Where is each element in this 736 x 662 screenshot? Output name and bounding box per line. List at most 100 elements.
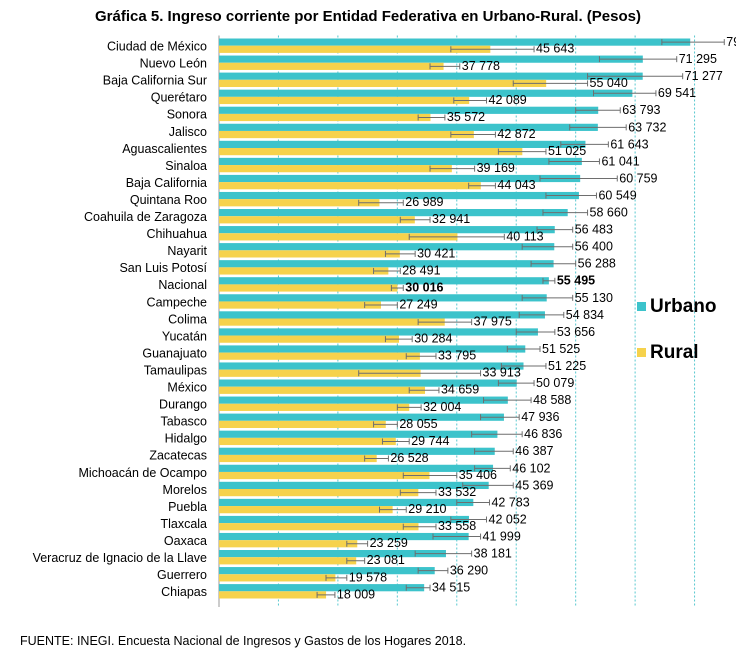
errorbar-urbano <box>405 584 431 591</box>
bar-rural <box>219 165 452 173</box>
data-label-rural: 33 532 <box>438 485 476 499</box>
data-label-rural: 55 040 <box>590 76 628 90</box>
bar-urbano <box>219 191 579 200</box>
bar-rural <box>219 437 396 446</box>
data-label-urbano: 56 288 <box>578 257 616 271</box>
bar-rural <box>219 420 386 428</box>
bar-urbano <box>219 498 474 507</box>
bar-group: 60 759 44 043 <box>219 171 658 192</box>
bar-group: 63 793 35 572 <box>219 103 661 124</box>
bar-rural <box>219 506 393 514</box>
category-label: Chiapas <box>161 585 207 599</box>
errorbar-rural <box>408 233 505 240</box>
bar-group: 61 643 51 025 <box>219 137 649 158</box>
errorbar-urbano <box>530 260 577 267</box>
errorbar-urbano <box>536 226 574 233</box>
bar-group: 47 936 28 055 <box>219 410 559 431</box>
data-label-urbano: 53 656 <box>557 325 595 339</box>
data-label-rural: 30 421 <box>417 246 455 260</box>
errorbar-rural <box>405 353 437 360</box>
errorbar-rural <box>384 336 413 343</box>
errorbar-urbano <box>497 380 535 387</box>
data-label-urbano: 42 783 <box>491 495 529 509</box>
errorbar-urbano <box>598 56 678 63</box>
errorbar-urbano <box>474 448 514 455</box>
errorbar-rural <box>453 97 487 104</box>
bar-rural <box>219 62 444 70</box>
errorbar-rural <box>325 574 348 581</box>
category-label: Ciudad de México <box>107 40 207 54</box>
errorbar-rural <box>358 199 404 206</box>
category-label: San Luis Potosí <box>119 261 207 275</box>
errorbar-rural <box>346 557 366 564</box>
bar-urbano <box>219 106 599 114</box>
category-label: Veracruz de Ignacio de la Llave <box>33 551 207 565</box>
errorbar-rural <box>402 472 458 479</box>
data-label-rural: 39 169 <box>477 161 515 175</box>
bar-rural <box>219 386 426 394</box>
category-label: Morelos <box>163 483 207 497</box>
data-label-rural: 29 744 <box>411 434 449 448</box>
errorbar-urbano <box>515 328 556 335</box>
data-label-rural: 44 043 <box>497 178 535 192</box>
errorbar-rural <box>346 540 369 547</box>
errorbar-urbano <box>569 124 627 131</box>
bar-rural <box>219 591 327 599</box>
errorbar-rural <box>364 302 398 309</box>
bar-rural <box>219 216 415 224</box>
bar-rural <box>219 113 431 122</box>
bar-group: 55 495 30 016 <box>219 274 595 294</box>
data-label-rural: 30 284 <box>414 332 452 346</box>
errorbar-urbano <box>474 465 511 472</box>
data-label-urbano: 54 834 <box>566 308 604 322</box>
bar-rural <box>219 96 470 105</box>
bar-urbano <box>219 328 538 336</box>
bar-rural <box>219 523 419 531</box>
errorbar-urbano <box>539 175 618 182</box>
errorbar-rural <box>468 182 496 189</box>
data-label-rural: 40 113 <box>506 229 543 243</box>
errorbar-rural <box>396 404 422 411</box>
data-label-rural: 28 491 <box>402 263 440 277</box>
bar-group: 69 541 42 089 <box>219 86 696 107</box>
category-label: Tabasco <box>160 415 207 429</box>
bar-urbano <box>219 89 633 97</box>
bar-urbano <box>219 447 495 455</box>
data-label-rural: 26 989 <box>405 195 443 209</box>
category-label: México <box>167 381 207 395</box>
errorbar-urbano <box>500 363 547 370</box>
errorbar-urbano <box>462 482 514 489</box>
bar-urbano <box>219 584 425 592</box>
errorbar-rural <box>402 523 437 530</box>
data-label-rural: 28 055 <box>399 417 437 431</box>
bar-group: 41 999 23 259 <box>219 529 521 550</box>
bar-urbano <box>219 72 643 80</box>
data-label-rural: 27 249 <box>399 297 437 311</box>
errorbar-rural <box>408 387 440 394</box>
bar-group: 50 079 34 659 <box>219 376 574 397</box>
errorbar-urbano <box>480 414 520 421</box>
errorbar-urbano <box>521 294 574 301</box>
errorbar-rural <box>399 489 437 496</box>
legend: Urbano Rural <box>637 296 717 363</box>
bar-group: 54 834 37 975 <box>219 308 604 329</box>
category-label: Hidalgo <box>165 432 207 446</box>
bar-urbano <box>219 413 504 421</box>
bar-group: 51 525 33 795 <box>219 342 580 363</box>
source-note: FUENTE: INEGI. Encuesta Nacional de Ingr… <box>20 634 467 648</box>
errorbar-urbano <box>414 550 473 557</box>
bar-urbano <box>219 396 508 404</box>
data-label-urbano: 61 041 <box>601 154 639 168</box>
bar-group: 71 295 37 778 <box>219 52 717 73</box>
errorbar-rural <box>417 319 473 326</box>
errorbar-rural <box>450 131 496 138</box>
data-label-rural: 23 081 <box>367 553 405 567</box>
bar-rural <box>219 130 474 139</box>
errorbar-rural <box>316 591 336 598</box>
errorbar-rural <box>379 506 407 513</box>
bar-urbano <box>219 567 435 575</box>
bar-group: 56 483 40 113 <box>219 223 613 243</box>
data-label-urbano: 61 643 <box>610 137 648 151</box>
category-label: Jalisco <box>169 125 207 139</box>
